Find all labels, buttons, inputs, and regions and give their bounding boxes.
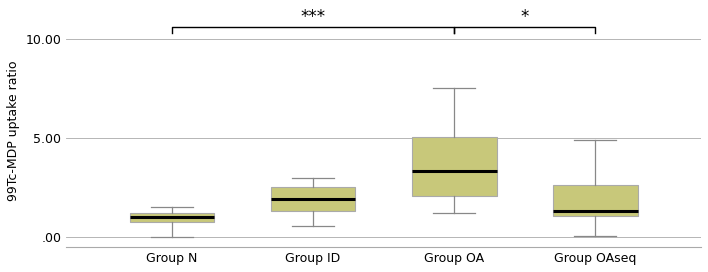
Text: *: * <box>520 8 529 26</box>
Text: ***: *** <box>301 8 326 26</box>
Y-axis label: 99Tc-MDP uptake ratio: 99Tc-MDP uptake ratio <box>7 61 20 201</box>
PathPatch shape <box>412 137 496 196</box>
PathPatch shape <box>130 214 215 222</box>
PathPatch shape <box>553 185 638 217</box>
PathPatch shape <box>270 187 355 212</box>
